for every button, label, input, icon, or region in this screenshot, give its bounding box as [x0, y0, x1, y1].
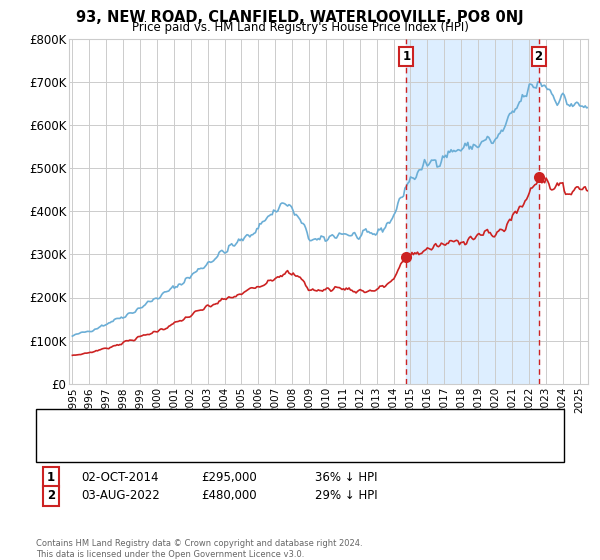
Text: 93, NEW ROAD, CLANFIELD, WATERLOOVILLE, PO8 0NJ (detached house): 93, NEW ROAD, CLANFIELD, WATERLOOVILLE, … [63, 417, 461, 427]
Text: 03-AUG-2022: 03-AUG-2022 [81, 489, 160, 502]
Text: 1: 1 [402, 50, 410, 63]
Text: Price paid vs. HM Land Registry's House Price Index (HPI): Price paid vs. HM Land Registry's House … [131, 21, 469, 34]
Text: 02-OCT-2014: 02-OCT-2014 [81, 470, 158, 484]
Text: 2: 2 [535, 50, 542, 63]
Text: 2: 2 [47, 489, 55, 502]
Text: £295,000: £295,000 [201, 470, 257, 484]
Text: —: — [45, 441, 61, 456]
Text: 36% ↓ HPI: 36% ↓ HPI [315, 470, 377, 484]
Bar [406, 39, 539, 384]
Text: 93, NEW ROAD, CLANFIELD, WATERLOOVILLE, PO8 0NJ: 93, NEW ROAD, CLANFIELD, WATERLOOVILLE, … [76, 10, 524, 25]
Text: £480,000: £480,000 [201, 489, 257, 502]
Text: —: — [45, 414, 61, 430]
Text: Contains HM Land Registry data © Crown copyright and database right 2024.
This d: Contains HM Land Registry data © Crown c… [36, 539, 362, 559]
Text: 29% ↓ HPI: 29% ↓ HPI [315, 489, 377, 502]
Text: HPI: Average price, detached house, East Hampshire: HPI: Average price, detached house, East… [63, 444, 352, 454]
Text: 1: 1 [47, 470, 55, 484]
